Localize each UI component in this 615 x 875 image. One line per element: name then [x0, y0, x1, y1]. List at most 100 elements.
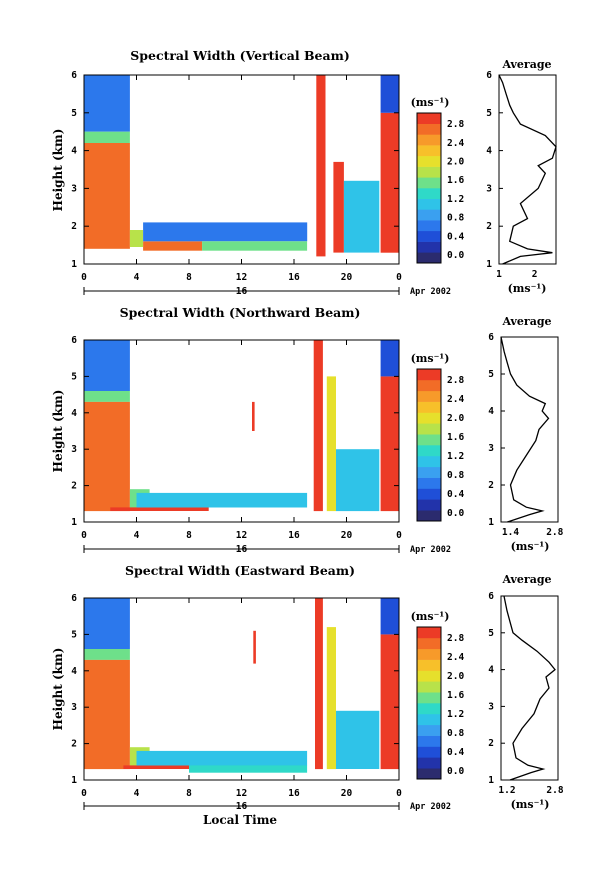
y-tick-label: 3	[488, 443, 494, 454]
heatmap-cell	[313, 340, 323, 512]
heatmap-cell	[326, 376, 336, 512]
heatmap-cell	[84, 659, 130, 770]
y-tick-label: 6	[488, 332, 494, 343]
colorbar-tick-label: 1.6	[447, 175, 464, 186]
heatmap-cell	[143, 222, 308, 242]
colorbar-tick-label: 1.2	[447, 451, 464, 462]
colorbar-swatch	[417, 510, 441, 522]
y-tick-label: 4	[488, 665, 494, 676]
y-tick-label: 5	[71, 629, 77, 640]
date-label: Apr 2002	[410, 545, 451, 555]
colorbar-ticks: 0.0 0.4 0.8 1.2 1.6 2.0 2.4 2.8	[447, 375, 464, 519]
y-tick-label: 1	[71, 517, 77, 528]
colorbar-swatch	[417, 390, 441, 402]
x-tick-label: 0	[396, 530, 402, 541]
heatmap-cell	[123, 765, 189, 769]
y-tick-label: 4	[71, 408, 77, 419]
colorbar-swatch	[417, 188, 441, 199]
colorbar-swatch	[417, 735, 441, 747]
heatmap-cell	[326, 627, 336, 770]
y-tick-label: 3	[488, 701, 494, 712]
colorbar-swatch	[417, 412, 441, 424]
heatmap-cell	[189, 765, 308, 773]
heatmap-cell	[136, 750, 308, 766]
heatmap-cell	[336, 710, 380, 769]
y-tick-label: 5	[488, 369, 494, 380]
average-title: Average	[501, 573, 551, 586]
colorbar-swatch	[417, 681, 441, 693]
heatmap	[84, 75, 399, 257]
colorbar-swatch	[417, 209, 441, 221]
heatmap-cell	[129, 230, 143, 247]
x-tick-label: 2.8	[546, 785, 563, 796]
colorbar-frame	[416, 112, 442, 264]
x-tick-label: 8	[186, 788, 192, 799]
y-tick-label: 6	[486, 70, 492, 81]
colorbar-swatch	[417, 488, 441, 500]
date-label: Apr 2002	[410, 802, 451, 812]
average-profile-line	[503, 595, 556, 781]
colorbar-swatch	[417, 499, 441, 511]
colorbar-swatch	[417, 379, 441, 392]
colorbar-swatch	[417, 637, 441, 650]
heatmap-cell	[84, 131, 130, 143]
colorbar-swatch	[417, 134, 441, 146]
colorbar-swatch	[417, 423, 441, 435]
heatmap-cell	[380, 634, 399, 770]
y-tick-label: 3	[71, 444, 77, 455]
colorbar	[417, 627, 441, 780]
heatmap-cell	[143, 241, 203, 251]
colorbar-swatch	[417, 746, 441, 758]
average-x-ticks: 1.2 2.8	[498, 785, 563, 796]
heatmap-cell	[380, 598, 399, 635]
x-tick-label: 0	[81, 272, 87, 283]
colorbar-unit: (ms⁻¹)	[411, 96, 450, 109]
average-y-ticks: 1 2 3 4 5 6	[488, 591, 494, 786]
colorbar-swatch	[417, 477, 441, 489]
colorbar-swatch	[417, 123, 441, 135]
average-profile-line	[500, 336, 550, 523]
heatmap-cell	[336, 449, 380, 512]
heatmap-cell	[84, 649, 130, 660]
colorbar-tick-label: 1.6	[447, 432, 464, 443]
x-tick-label: 0	[396, 788, 402, 799]
colorbar-tick-label: 0.8	[447, 470, 464, 481]
x-tick-label: 20	[341, 530, 353, 541]
colorbar-tick-label: 2.8	[447, 375, 464, 386]
x-tick-label: 4	[134, 272, 140, 283]
colorbar-tick-label: 1.6	[447, 690, 464, 701]
heatmap-cell	[380, 75, 399, 113]
average-x-ticks: 1.4 2.8	[502, 527, 564, 538]
y-tick-label: 2	[488, 738, 494, 749]
colorbar-swatch	[417, 692, 441, 704]
colorbar-tick-label: 0.0	[447, 250, 464, 261]
colorbar-tick-label: 0.0	[447, 766, 464, 777]
heatmap-cell	[84, 391, 130, 402]
colorbar-tick-label: 1.2	[447, 709, 464, 720]
panel-vertical-beam: Spectral Width (Vertical Beam) 0 4 8 12 …	[51, 48, 557, 297]
heatmap-cell	[84, 75, 130, 132]
average-plot	[500, 336, 550, 523]
colorbar-unit: (ms⁻¹)	[411, 352, 450, 365]
y-tick-label: 1	[486, 259, 492, 270]
heatmap-cell	[253, 630, 256, 664]
heatmap-cell	[110, 507, 209, 511]
colorbar-swatch	[417, 198, 441, 210]
colorbar-tick-label: 2.0	[447, 157, 464, 168]
y-axis-label: Height (km)	[51, 390, 65, 473]
average-y-ticks: 1 2 3 4 5 6	[486, 70, 492, 270]
panel-title: Spectral Width (Eastward Beam)	[125, 563, 355, 578]
heatmap	[84, 598, 399, 773]
colorbar-unit: (ms⁻¹)	[411, 610, 450, 623]
colorbar-tick-label: 0.0	[447, 508, 464, 519]
heatmap-cell	[202, 241, 308, 251]
heatmap-cell	[84, 598, 130, 649]
date-label: Apr 2002	[410, 287, 451, 297]
colorbar-tick-label: 0.4	[447, 489, 464, 500]
y-tick-label: 1	[71, 775, 77, 786]
y-axis-label: Height (km)	[51, 648, 65, 731]
y-tick-label: 2	[486, 221, 492, 232]
average-plot	[498, 74, 557, 265]
y-tick-label: 5	[488, 628, 494, 639]
heatmap-y-ticks: 1 2 3 4 5 6	[71, 335, 77, 528]
